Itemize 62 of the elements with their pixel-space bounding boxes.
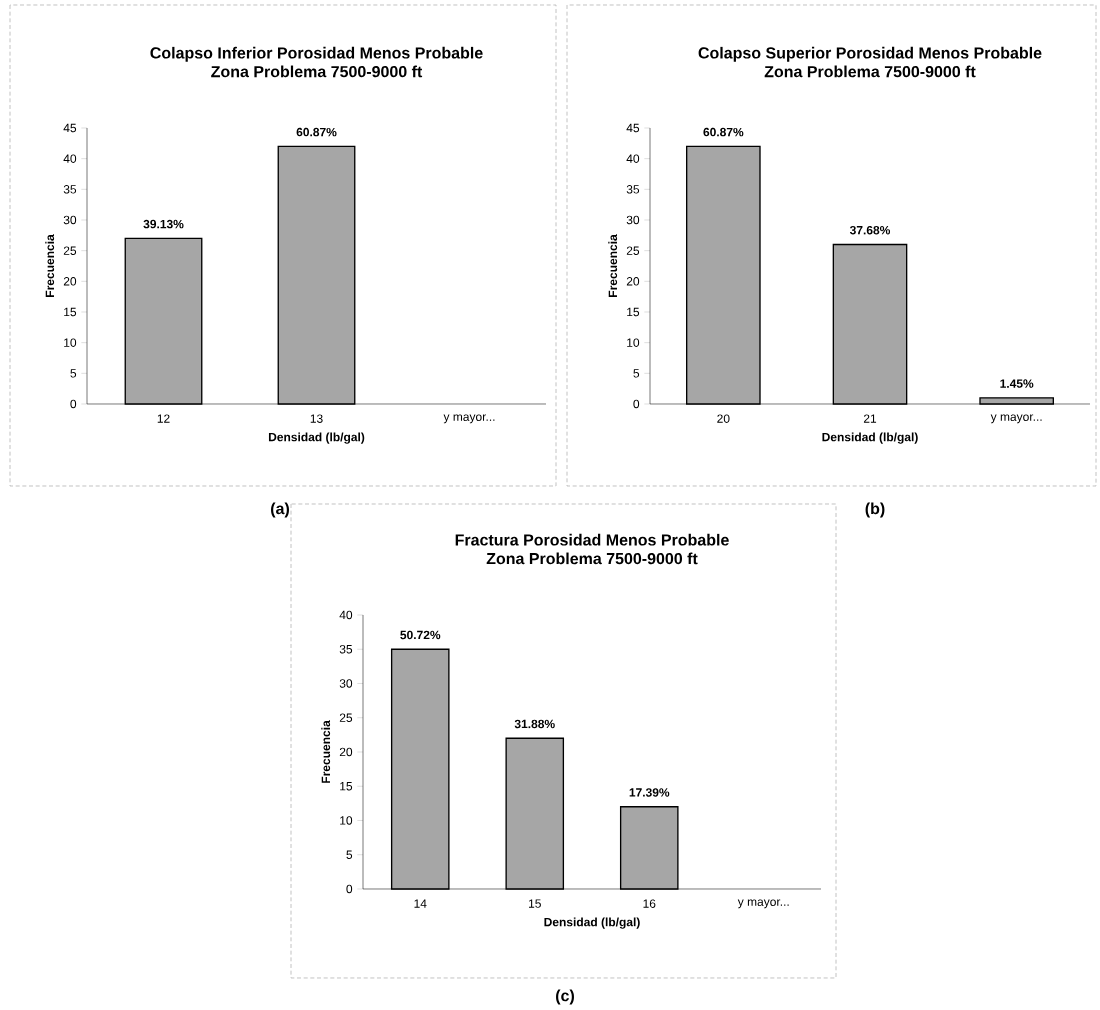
x-tick-label: y mayor... (990, 414, 1042, 424)
y-axis-title: Frecuencia (321, 720, 331, 783)
chart-title: Colapso Inferior Porosidad Menos Probable (150, 46, 483, 62)
y-tick-label: 45 (63, 123, 77, 133)
x-tick-label: 13 (310, 414, 323, 423)
y-tick-label: 10 (64, 338, 77, 347)
x-tick-label: 16 (643, 899, 656, 908)
y-tick-label: 20 (63, 277, 77, 286)
x-tick-label: 21 (863, 414, 877, 423)
y-tick-label: 25 (339, 713, 353, 722)
y-axis-title: Frecuencia (608, 234, 618, 297)
y-tick-label: 30 (339, 679, 353, 688)
y-tick-label: 25 (63, 246, 77, 255)
y-tick-label: 10 (340, 816, 353, 825)
y-tick-label: 40 (626, 154, 640, 163)
y-tick-label: 35 (339, 644, 353, 654)
y-tick-label: 5 (633, 369, 640, 378)
annotation: 1.45% (1000, 379, 1034, 388)
text: (a) (271, 502, 289, 518)
chart-title: Fractura Porosidad Menos Probable (455, 533, 729, 546)
y-tick-label: 45 (626, 123, 640, 133)
y-tick-label: 30 (626, 215, 640, 225)
annotation: 50.72% (400, 630, 441, 640)
y-tick-label: 40 (339, 610, 353, 620)
y-tick-label: 15 (64, 307, 77, 317)
text: (b) (865, 502, 885, 518)
chart-subtitle: Zona Problema 7500-9000 ft (211, 65, 423, 78)
x-axis-title: Densidad (lb/gal) (822, 432, 918, 444)
y-tick-label: 15 (340, 782, 353, 791)
y-tick-label: 0 (633, 399, 640, 409)
y-tick-label: 40 (63, 154, 77, 163)
y-tick-label: 30 (63, 215, 77, 225)
y-tick-label: 5 (70, 369, 77, 378)
x-tick-label: 20 (717, 414, 730, 423)
annotation: 60.87% (296, 127, 337, 137)
x-tick-label: 14 (414, 899, 427, 908)
annotation: 17.39% (629, 788, 670, 797)
y-tick-label: 5 (346, 850, 353, 859)
y-tick-label: 0 (70, 399, 77, 409)
y-tick-label: 20 (626, 277, 640, 286)
y-tick-label: 10 (627, 338, 640, 347)
annotation: 39.13% (143, 219, 184, 229)
y-tick-label: 25 (626, 246, 640, 255)
x-axis-title: Densidad (lb/gal) (268, 432, 365, 444)
annotation: 31.88% (514, 719, 555, 729)
chart-subtitle: Zona Problema 7500-9000 ft (764, 65, 976, 78)
y-tick-label: 20 (339, 747, 353, 757)
x-tick-label: y mayor... (737, 899, 789, 909)
text: (c) (556, 989, 574, 1005)
y-tick-label: 35 (626, 185, 640, 194)
y-tick-label: 15 (627, 307, 640, 317)
x-tick-label: 15 (529, 899, 541, 908)
chart-subtitle: Zona Problema 7500-9000 ft (486, 552, 698, 565)
x-axis-title: Densidad (lb/gal) (544, 917, 640, 929)
y-axis-title: Frecuencia (45, 234, 55, 297)
chart-title: Colapso Superior Porosidad Menos Probable (698, 46, 1042, 62)
y-tick-label: 35 (63, 185, 77, 194)
y-tick-label: 0 (346, 884, 353, 894)
x-tick-label: y mayor... (443, 414, 495, 424)
annotation: 60.87% (703, 127, 744, 137)
annotation: 37.68% (849, 225, 891, 235)
x-tick-label: 12 (157, 414, 170, 423)
